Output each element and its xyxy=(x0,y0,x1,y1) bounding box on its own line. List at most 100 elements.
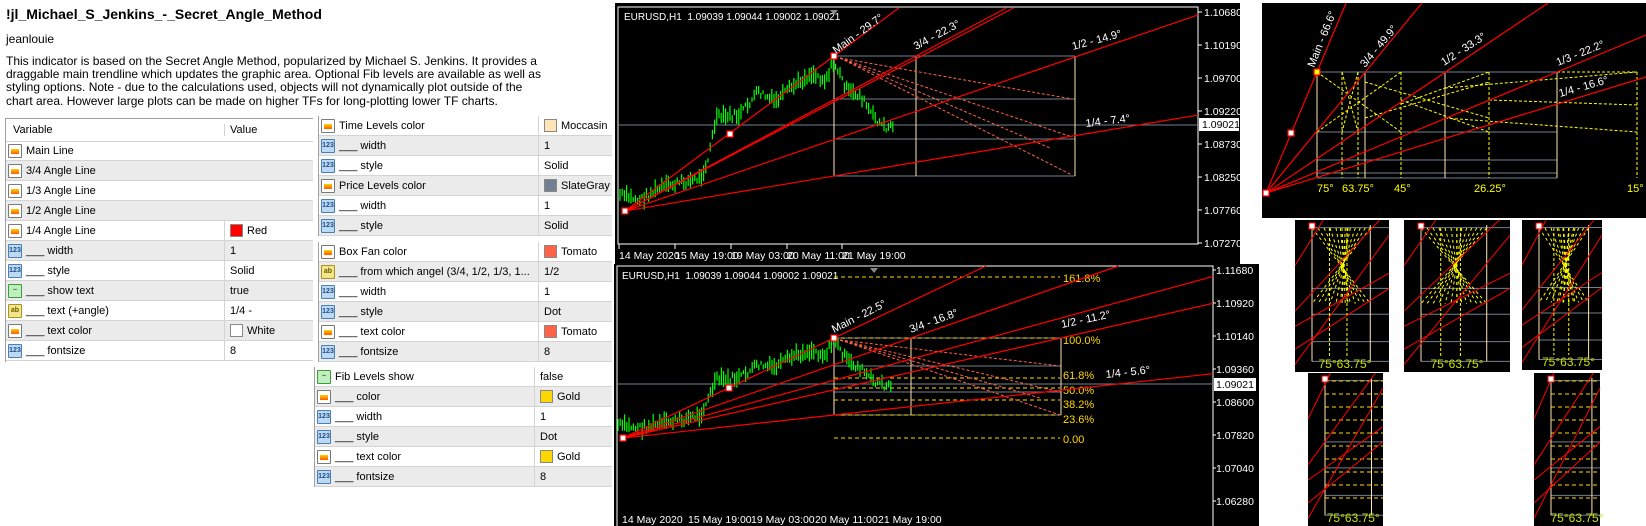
table-row[interactable]: 123 ___ style Dot xyxy=(319,302,612,322)
value-text: true xyxy=(230,284,249,297)
table-row[interactable]: 1/4 Angle Line Red xyxy=(6,221,313,241)
trendline-handle[interactable] xyxy=(1308,222,1316,230)
price-label: 1.06280 xyxy=(1216,496,1254,508)
row-value[interactable]: Tomato xyxy=(538,242,612,261)
table-row[interactable]: 123 ___ style Solid xyxy=(319,156,612,176)
row-value[interactable]: SlateGray xyxy=(538,176,612,195)
row-value[interactable]: 8 xyxy=(534,467,612,486)
row-value[interactable]: 8 xyxy=(224,341,313,360)
table-row[interactable]: 123 ___ width 1 xyxy=(6,241,313,261)
current-price-badge xyxy=(1199,118,1239,131)
row-label: ___ style xyxy=(339,159,384,172)
row-value[interactable]: 1/4 - xyxy=(224,301,313,320)
table-row[interactable]: 123 ___ width 1 xyxy=(319,282,612,302)
row-value[interactable]: 1 xyxy=(538,196,612,215)
row-value[interactable]: false xyxy=(534,367,612,386)
time-angle-label: 45° xyxy=(1394,183,1411,195)
time-label: 14 May 2020 xyxy=(619,250,680,262)
table-row[interactable]: 123 ___ width 1 xyxy=(319,136,612,156)
trendline-handle[interactable] xyxy=(1287,129,1295,137)
trendline-handle[interactable] xyxy=(1321,375,1329,383)
row-value[interactable]: 1 xyxy=(534,407,612,426)
price-label: 1.08600 xyxy=(1216,397,1254,409)
table-row[interactable]: Main Line xyxy=(6,141,313,161)
row-value[interactable]: Dot xyxy=(538,302,612,321)
table-row[interactable]: 123 ___ fontsize 8 xyxy=(319,342,612,362)
trendline-handle[interactable] xyxy=(1262,189,1270,197)
table-row[interactable]: ___ text color White xyxy=(6,321,313,341)
chart-background xyxy=(614,264,1259,526)
row-value[interactable]: 1 xyxy=(538,282,612,301)
trendline-handle[interactable] xyxy=(621,207,629,215)
half-angle-line xyxy=(1265,2,1549,194)
main-angle-line xyxy=(624,7,900,212)
table-row[interactable]: Price Levels color SlateGray xyxy=(319,176,612,196)
trendline-handle[interactable] xyxy=(725,384,733,392)
row-value[interactable]: Gold xyxy=(534,447,612,466)
shift-marker-icon[interactable] xyxy=(830,10,838,15)
table-row[interactable]: Box Fan color Tomato xyxy=(319,242,612,262)
table-row[interactable]: 123 ___ style Solid xyxy=(6,261,313,281)
row-value[interactable]: 1 xyxy=(538,136,612,155)
fan-line xyxy=(1444,227,1468,304)
row-name: 123 ___ fontsize xyxy=(319,342,398,361)
trendline-handle[interactable] xyxy=(830,52,838,60)
row-value[interactable]: 8 xyxy=(538,342,612,361)
row-value[interactable]: White xyxy=(224,321,313,340)
trendline-handle[interactable] xyxy=(619,434,627,442)
table-row[interactable]: 123 ___ fontsize 8 xyxy=(315,467,612,487)
table-row[interactable]: 123 ___ width 1 xyxy=(315,407,612,427)
table-row[interactable]: ___ color Gold xyxy=(315,387,612,407)
color-swatch xyxy=(230,224,243,237)
row-value[interactable]: Moccasin xyxy=(538,116,612,135)
angle-line xyxy=(1533,372,1594,466)
table-row[interactable]: ~ ___ show text true xyxy=(6,281,313,301)
row-value[interactable]: Gold xyxy=(534,387,612,406)
trendline-handle[interactable] xyxy=(1313,68,1321,76)
table-row[interactable]: ___ text color Tomato xyxy=(319,322,612,342)
row-name: 123 ___ width xyxy=(6,241,73,260)
trendline-handle[interactable] xyxy=(726,130,734,138)
row-value[interactable]: 1/2 xyxy=(538,262,612,281)
trendline-handle[interactable] xyxy=(830,334,838,342)
table-row[interactable]: 123 ___ style Solid xyxy=(319,216,612,236)
value-text: White xyxy=(247,324,276,337)
row-name: 123 ___ fontsize xyxy=(6,341,85,360)
table-row[interactable]: 123 ___ style Dot xyxy=(315,427,612,447)
angle-label: 1/4 - 7.4° xyxy=(1085,113,1131,130)
table-row[interactable]: 1/3 Angle Line xyxy=(6,181,313,201)
number-icon: 123 xyxy=(8,243,22,258)
table-row[interactable]: ab ___ from which angel (3/4, 1/2, 1/3, 1… xyxy=(319,262,612,282)
time-label: 19 May 03:00 xyxy=(731,250,795,262)
table-row[interactable]: 123 ___ width 1 xyxy=(319,196,612,216)
table-row[interactable]: Time Levels color Moccasin xyxy=(319,116,612,136)
row-name: 123 ___ width xyxy=(319,282,386,301)
table-row[interactable]: 3/4 Angle Line xyxy=(6,161,313,181)
main-angle-line xyxy=(622,265,987,439)
row-value[interactable]: Solid xyxy=(538,156,612,175)
row-value[interactable]: true xyxy=(224,281,313,300)
string-icon: ab xyxy=(8,303,22,318)
table-row[interactable]: ___ text color Gold xyxy=(315,447,612,467)
table-row[interactable]: 123 ___ fontsize 8 xyxy=(6,341,313,361)
trendline-handle[interactable] xyxy=(1547,375,1555,383)
table-row[interactable]: 1/2 Angle Line xyxy=(6,201,313,221)
row-value[interactable]: Tomato xyxy=(538,322,612,341)
table-row[interactable]: ~ Fib Levels show false xyxy=(315,367,612,387)
bool-icon: ~ xyxy=(8,283,22,298)
chart-1[interactable]: EURUSD,H1 1.09039 1.09044 1.09002 1.0902… xyxy=(615,3,1242,265)
row-value[interactable]: 1 xyxy=(224,241,313,260)
box-fan-line xyxy=(839,339,1061,367)
row-value[interactable]: Dot xyxy=(534,427,612,446)
time-label: 19 May 03:00 xyxy=(751,514,815,526)
row-value[interactable]: Red xyxy=(224,221,313,240)
row-value[interactable]: Solid xyxy=(224,261,313,280)
chart-3[interactable]: Main - 66.6° 3/4 - 49.9° 1/2 - 33.3° 1/3 - … xyxy=(1262,2,1646,218)
row-value[interactable]: Solid xyxy=(538,216,612,235)
shift-marker-icon[interactable] xyxy=(870,268,878,273)
table-row[interactable]: ab ___ text (+angle) 1/4 - xyxy=(6,301,313,321)
chart-2[interactable]: EURUSD,H1 1.09039 1.09044 1.09002 1.0902… xyxy=(614,264,1259,526)
row-label: ___ fontsize xyxy=(335,470,395,483)
trendline-handle[interactable] xyxy=(1417,222,1425,230)
trendline-handle[interactable] xyxy=(1535,222,1543,230)
